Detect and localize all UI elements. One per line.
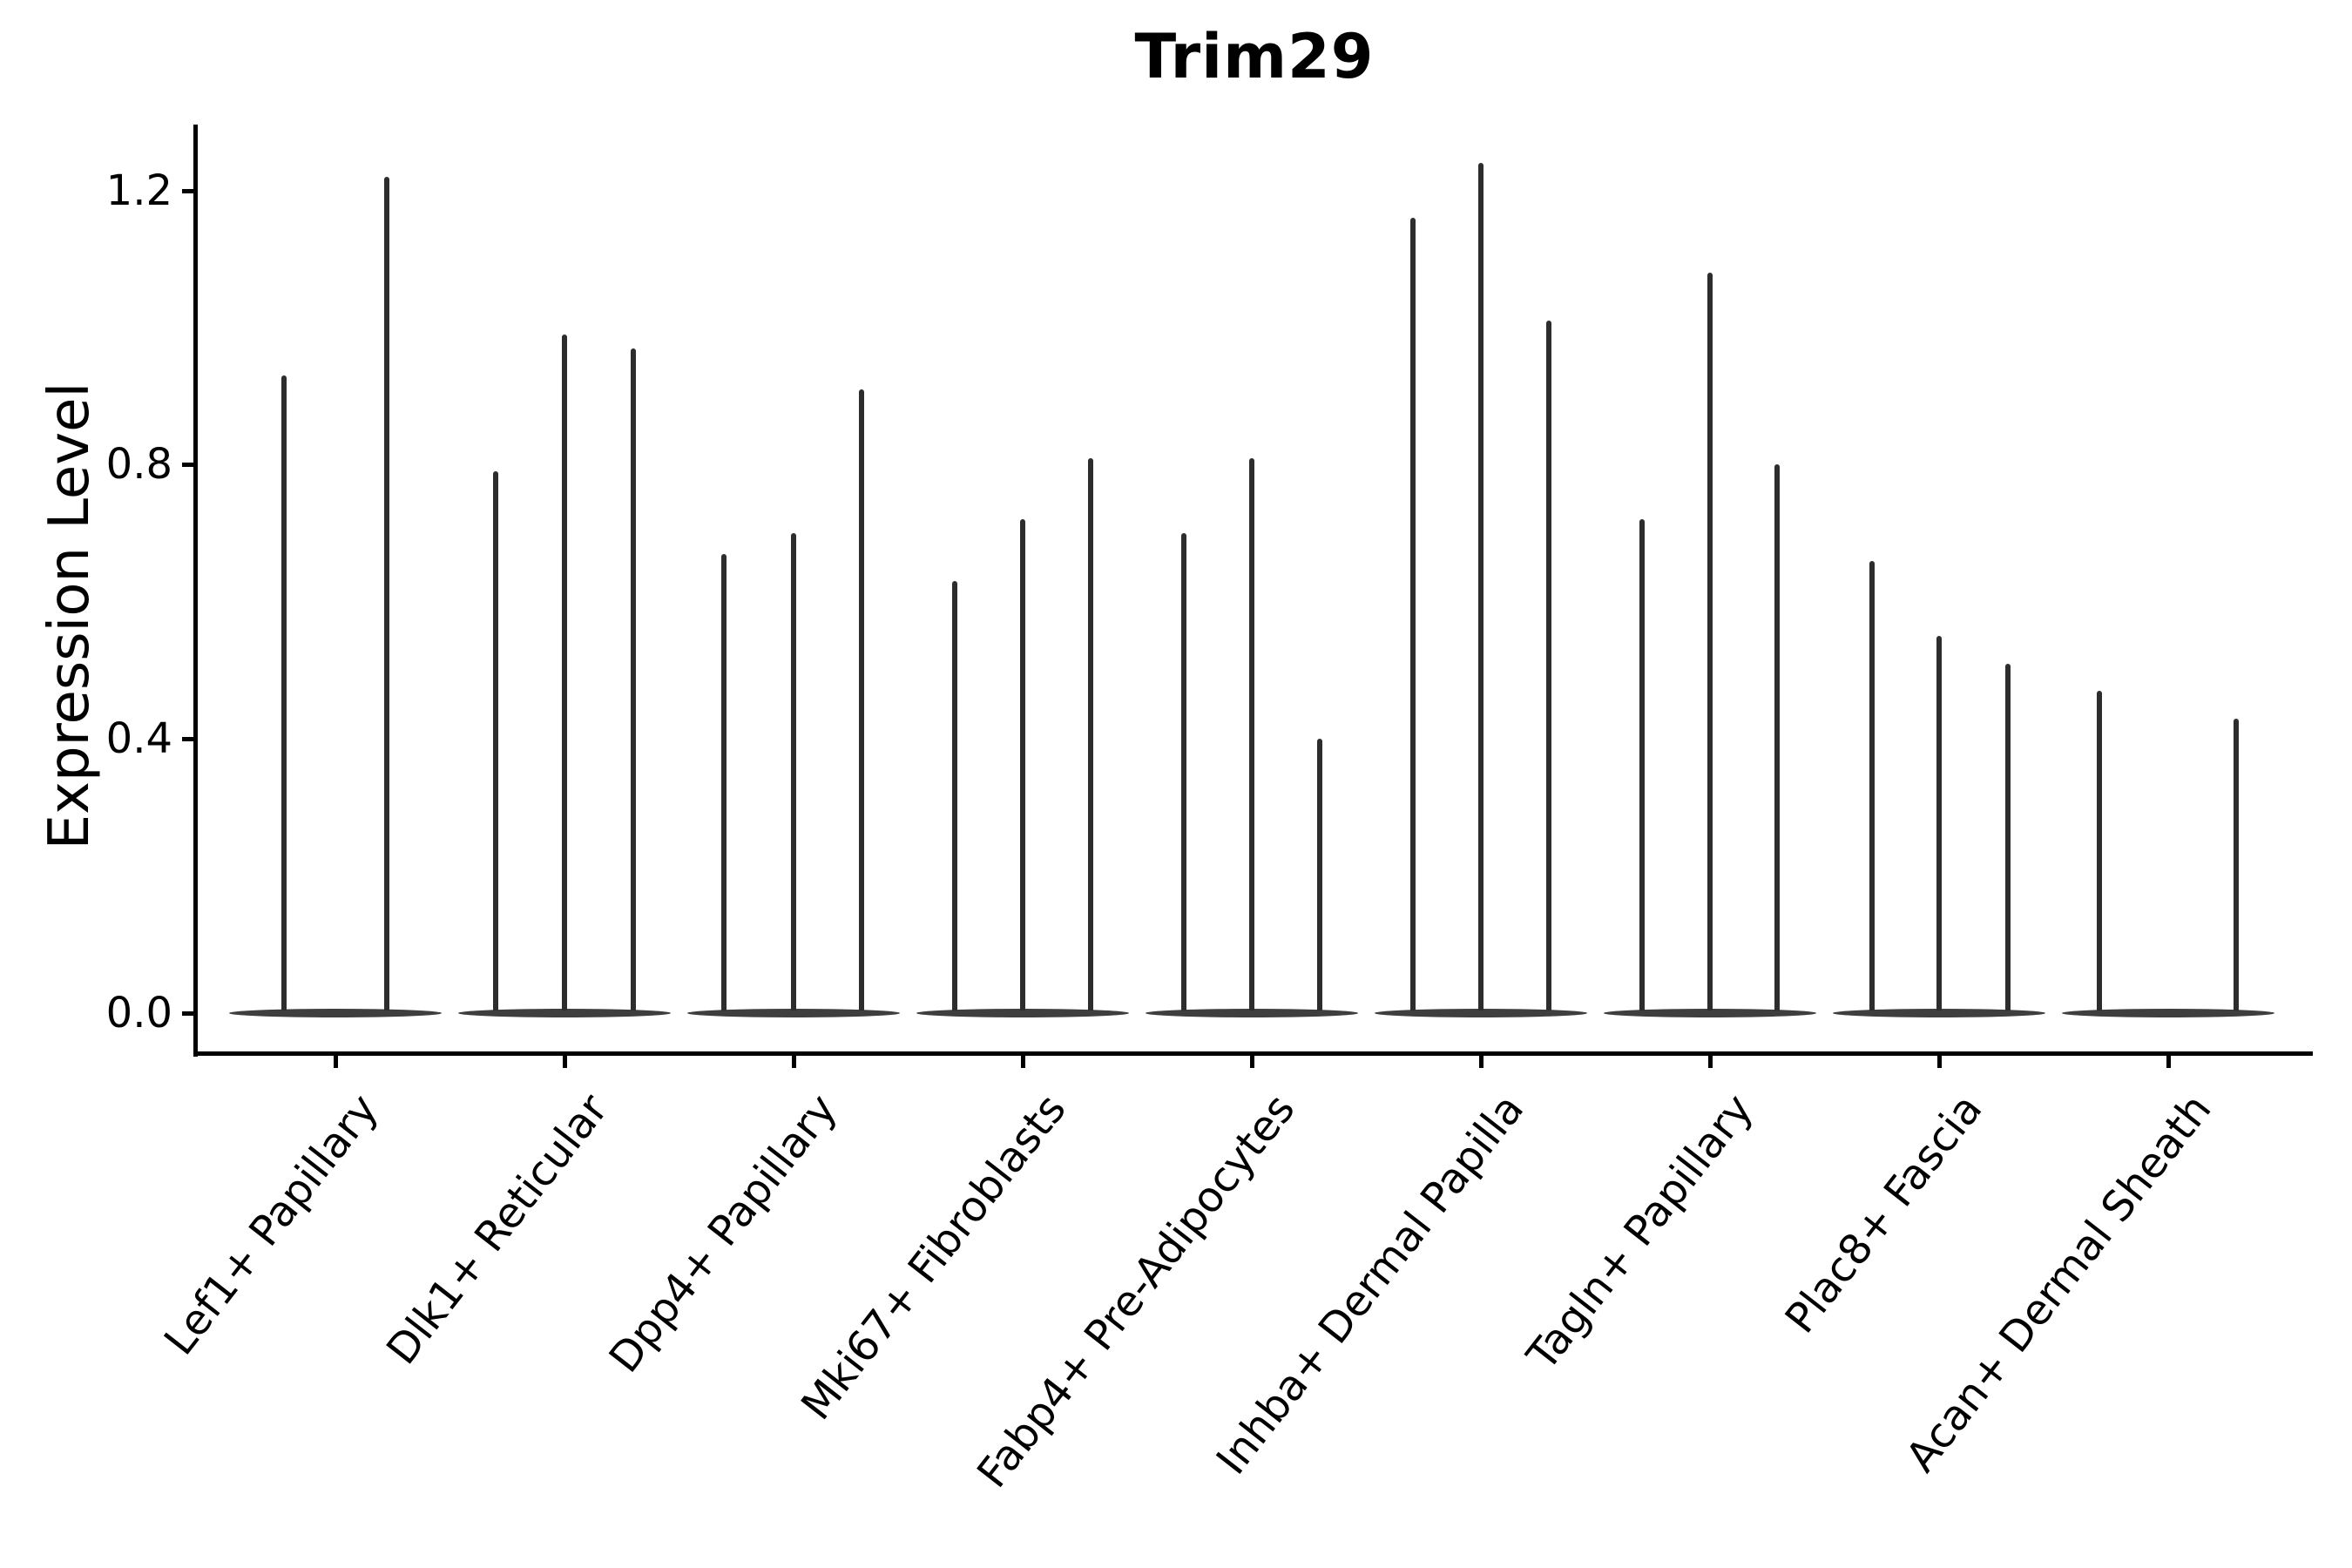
x-tick-mark (792, 1054, 796, 1068)
violin-baseline (1375, 1009, 1587, 1017)
violin-baseline (229, 1009, 442, 1017)
x-tick-label: Lef1+ Papillary (155, 1085, 389, 1364)
violin-baseline (1833, 1009, 2045, 1017)
y-tick-label: 0.4 (105, 714, 172, 764)
violin-spike (1181, 533, 1186, 1010)
violin-spike (1410, 218, 1416, 1010)
x-tick-mark (1708, 1054, 1713, 1068)
x-tick-label: Dpp4+ Papillary (599, 1085, 847, 1382)
violin-spike (859, 389, 864, 1010)
violin-spike (1774, 464, 1780, 1010)
violin-baseline (458, 1009, 671, 1017)
violin-spike (2005, 664, 2011, 1010)
violin-baseline (1146, 1009, 1358, 1017)
violin-spike (1546, 321, 1551, 1010)
violin-spike (493, 471, 498, 1010)
x-tick-label: Plac8+ Fascia (1775, 1085, 1992, 1342)
violin-spike (791, 533, 796, 1010)
violin-spike (1707, 273, 1713, 1010)
violin-spike (1088, 458, 1093, 1010)
violin-spike (384, 177, 389, 1010)
violin-spike (281, 375, 287, 1010)
x-tick-mark (1021, 1054, 1025, 1068)
violin-spike (2097, 691, 2102, 1010)
violin-spike (1249, 458, 1254, 1010)
violin-baseline (1604, 1009, 1816, 1017)
y-tick-mark (182, 463, 196, 468)
x-tick-label: Dlk1+ Reticular (376, 1085, 618, 1374)
violin-baseline (916, 1009, 1129, 1017)
violin-baseline (2062, 1009, 2274, 1017)
x-tick-mark (1250, 1054, 1254, 1068)
violin-spike (631, 348, 636, 1010)
violin-spike (721, 554, 727, 1010)
violin-spike (2234, 719, 2239, 1010)
violin-spike (1936, 636, 1942, 1010)
y-tick-mark (182, 737, 196, 742)
x-tick-mark (2166, 1054, 2171, 1068)
y-tick-label: 1.2 (105, 166, 172, 215)
violin-spike (1639, 519, 1645, 1010)
chart-title: Trim29 (1134, 21, 1375, 92)
x-axis-spine (193, 1051, 2313, 1056)
x-tick-mark (1937, 1054, 1942, 1068)
violin-spike (1317, 739, 1322, 1010)
y-tick-mark (182, 1011, 196, 1016)
x-tick-mark (1479, 1054, 1484, 1068)
y-tick-mark (182, 188, 196, 193)
violin-spike (1869, 561, 1875, 1010)
violin-spike (1020, 519, 1025, 1010)
x-tick-label: Tagln+ Papillary (1517, 1085, 1763, 1380)
y-tick-label: 0.0 (105, 989, 172, 1037)
x-tick-label: Mki67+ Fibroblasts (791, 1085, 1076, 1429)
violin-spike (1478, 163, 1484, 1010)
x-tick-mark (563, 1054, 567, 1068)
violin-baseline (687, 1009, 900, 1017)
y-axis-spine (193, 125, 198, 1057)
y-tick-label: 0.8 (105, 440, 172, 490)
violin-spike (952, 581, 957, 1010)
violin-spike (562, 335, 567, 1010)
x-tick-mark (334, 1054, 338, 1068)
